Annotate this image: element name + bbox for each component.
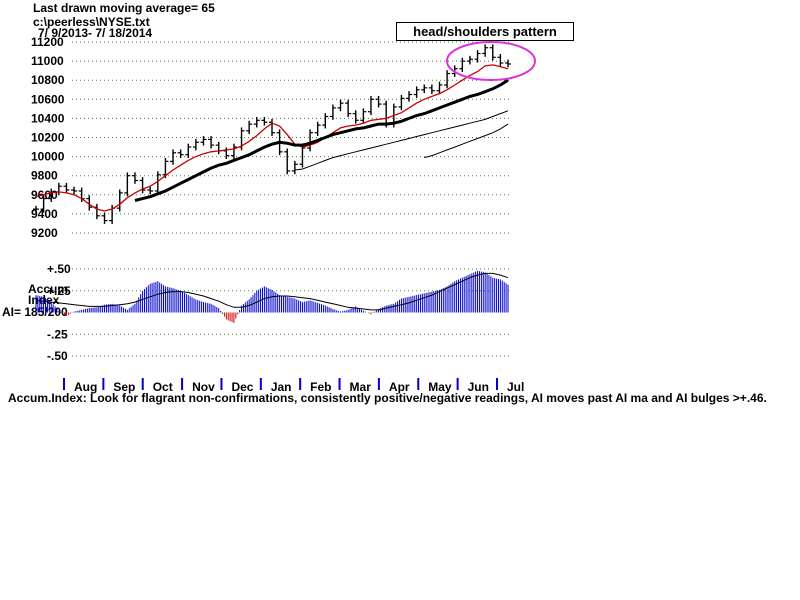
accum-label: Accum xyxy=(28,282,68,296)
accum-tick-label: -.25 xyxy=(47,327,68,341)
moving-average-label: Last drawn moving average= 65 xyxy=(33,1,215,15)
price-series-group xyxy=(33,44,511,224)
price-gridlines xyxy=(72,41,510,234)
accum-index-note: Accum.Index: Look for flagrant non-confi… xyxy=(8,391,767,405)
lower-trend-line xyxy=(424,123,509,159)
short-moving-average-line xyxy=(35,64,509,212)
long-moving-average-line xyxy=(134,78,509,202)
month-label: Aug xyxy=(74,380,97,394)
ai-score-label: AI= 185/200 xyxy=(2,305,68,319)
price-tick-label: 11200 xyxy=(31,35,64,49)
month-label: Mar xyxy=(350,380,372,394)
month-label: Apr xyxy=(389,380,410,394)
month-label: Jun xyxy=(468,380,489,394)
month-label: Jul xyxy=(507,380,524,394)
month-label: Sep xyxy=(113,380,135,394)
head-shoulders-highlight xyxy=(446,41,536,81)
month-label: Feb xyxy=(310,380,331,394)
accum-y-axis: +.50 +.25 -.25 -.50 xyxy=(47,262,71,363)
price-tick-label: 10400 xyxy=(31,111,65,125)
accum-gridlines xyxy=(72,268,510,357)
head-shoulders-annotation: head/shoulders pattern xyxy=(396,22,574,41)
month-label: Dec xyxy=(231,380,253,394)
month-label: May xyxy=(428,380,452,394)
accum-tick-label: +.25 xyxy=(47,284,71,298)
price-tick-label: 11000 xyxy=(31,54,64,68)
accum-tick-label: -.50 xyxy=(47,349,68,363)
price-tick-label: 9400 xyxy=(31,207,58,221)
date-range: 7/ 9/2013- 7/ 18/2014 xyxy=(38,26,153,40)
price-tick-label: 10200 xyxy=(31,131,65,145)
data-file-path: c:\peerless\NYSE.txt xyxy=(33,15,150,29)
price-tick-label: 10600 xyxy=(31,92,65,106)
upper-trend-line xyxy=(294,110,509,171)
price-tick-label: 10800 xyxy=(31,73,65,87)
month-label: Jan xyxy=(271,380,292,394)
price-tick-label: 9800 xyxy=(31,169,58,183)
month-axis: Aug Sep Oct Nov Dec Jan Feb Mar Apr May Jun Jul xyxy=(63,378,524,394)
month-label: Oct xyxy=(153,380,173,394)
accum-ma-line xyxy=(35,272,509,311)
price-tick-label: 10000 xyxy=(31,150,65,164)
accum-bars-group xyxy=(35,270,509,323)
month-label: Nov xyxy=(192,380,215,394)
accum-ma-group xyxy=(35,272,509,311)
price-tick-label: 9200 xyxy=(31,226,58,240)
accum-tick-label: +.50 xyxy=(47,262,71,276)
